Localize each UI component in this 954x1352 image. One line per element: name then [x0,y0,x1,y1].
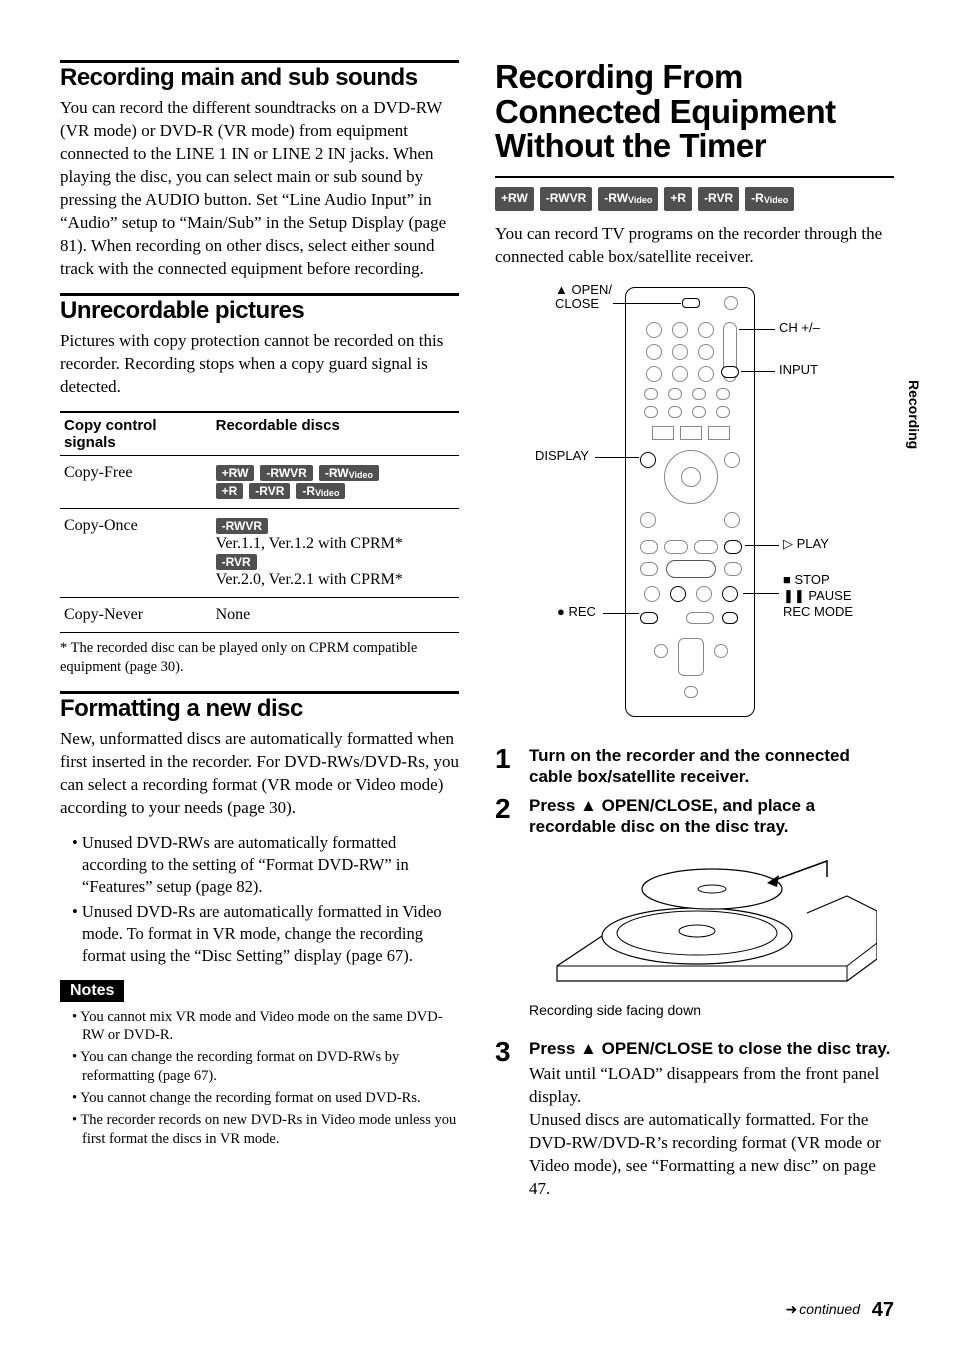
step-number: 1 [495,745,519,788]
cell-none: None [212,598,459,633]
badge-minus-rvideo: -RVideo [296,483,345,499]
badge-minus-rwvr: -RWVR [216,518,268,534]
badge-plus-r: +R [664,187,692,211]
formatting-bullets: Unused DVD-RWs are automatically formatt… [60,832,459,968]
badge-minus-rwvideo: -RWVideo [598,187,658,211]
label-ch: CH +/– [779,321,820,335]
badge-plus-rw: +RW [216,465,255,481]
list-item: You can change the recording format on D… [72,1048,459,1086]
badge-plus-rw: +RW [495,187,534,211]
step-2: 2 Press ▲ OPEN/CLOSE, and place a record… [495,795,894,1030]
label-play: ▷ PLAY [783,537,829,551]
table-row: Copy-Free +RW -RWVR -RWVideo +R -RVR -RV… [60,456,459,509]
copy-control-table: Copy control signals Recordable discs Co… [60,411,459,633]
para-recording-sounds: You can record the different soundtracks… [60,97,459,281]
list-item: You cannot change the recording format o… [72,1089,459,1108]
badge-minus-rwvr: -RWVR [540,187,592,211]
badge-minus-rvideo: -RVideo [745,187,794,211]
para-formatting: New, unformatted discs are automatically… [60,728,459,820]
disc-type-badges: +RW -RWVR -RWVideo +R -RVR -RVideo [495,176,894,213]
para-intro: You can record TV programs on the record… [495,223,894,269]
page-number: 47 [872,1299,894,1322]
label-stop: ■ STOP [783,573,830,587]
remote-diagram: ▲ OPEN/ CLOSE CH +/– INPUT DISPLAY ▷ PLA… [495,281,894,731]
list-item: Unused DVD-Rs are automatically formatte… [72,901,459,968]
badge-minus-rwvideo: -RWVideo [319,465,379,481]
th-copy-control: Copy control signals [60,412,212,456]
side-tab-recording: Recording [906,380,922,449]
cell-copy-free: Copy-Free [60,456,212,509]
disc-tray-illustration [529,846,894,996]
label-rec-mode: REC MODE [783,605,853,619]
label-display: DISPLAY [535,449,589,463]
step-3-head: Press ▲ OPEN/CLOSE to close the disc tra… [529,1038,894,1059]
label-pause: ❚❚ PAUSE [783,589,852,603]
cprm-line2: Ver.2.0, Ver.2.1 with CPRM* [216,571,403,588]
table-row: Copy-Never None [60,598,459,633]
list-item: You cannot mix VR mode and Video mode on… [72,1008,459,1046]
step-number: 3 [495,1038,519,1201]
label-input: INPUT [779,363,818,377]
badge-plus-r: +R [216,483,244,499]
label-rec: ● REC [557,605,596,619]
step-number: 2 [495,795,519,1030]
th-recordable-discs: Recordable discs [212,412,459,456]
heading-formatting: Formatting a new disc [60,691,459,722]
badge-minus-rvr: -RVR [249,483,290,499]
step-1-text: Turn on the recorder and the connected c… [529,745,894,788]
step-2-text: Press ▲ OPEN/CLOSE, and place a recordab… [529,795,894,838]
tray-caption: Recording side facing down [529,1002,894,1018]
badge-minus-rvr: -RVR [698,187,739,211]
badge-minus-rvr: -RVR [216,554,257,570]
step-3: 3 Press ▲ OPEN/CLOSE to close the disc t… [495,1038,894,1201]
heading-unrecordable: Unrecordable pictures [60,293,459,324]
step-1: 1 Turn on the recorder and the connected… [495,745,894,788]
footnote-cprm: * The recorded disc can be played only o… [60,639,459,677]
continued-indicator: continued [786,1301,860,1318]
notes-list: You cannot mix VR mode and Video mode on… [60,1008,459,1149]
list-item: The recorder records on new DVD-Rs in Vi… [72,1111,459,1149]
badge-minus-rwvr: -RWVR [260,465,312,481]
remote-outline [625,287,755,717]
para-unrecordable: Pictures with copy protection cannot be … [60,330,459,399]
heading-recording-sounds: Recording main and sub sounds [60,60,459,91]
heading-recording-connected: Recording From Connected Equipment Witho… [495,60,894,164]
cprm-line1: Ver.1.1, Ver.1.2 with CPRM* [216,535,403,552]
step-3-body: Wait until “LOAD” disappears from the fr… [529,1063,894,1201]
list-item: Unused DVD-RWs are automatically formatt… [72,832,459,899]
label-open-close: ▲ OPEN/ CLOSE [555,283,612,312]
table-row: Copy-Once -RWVR Ver.1.1, Ver.1.2 with CP… [60,509,459,598]
cell-copy-once: Copy-Once [60,509,212,598]
notes-label: Notes [60,980,124,1002]
cell-copy-never: Copy-Never [60,598,212,633]
